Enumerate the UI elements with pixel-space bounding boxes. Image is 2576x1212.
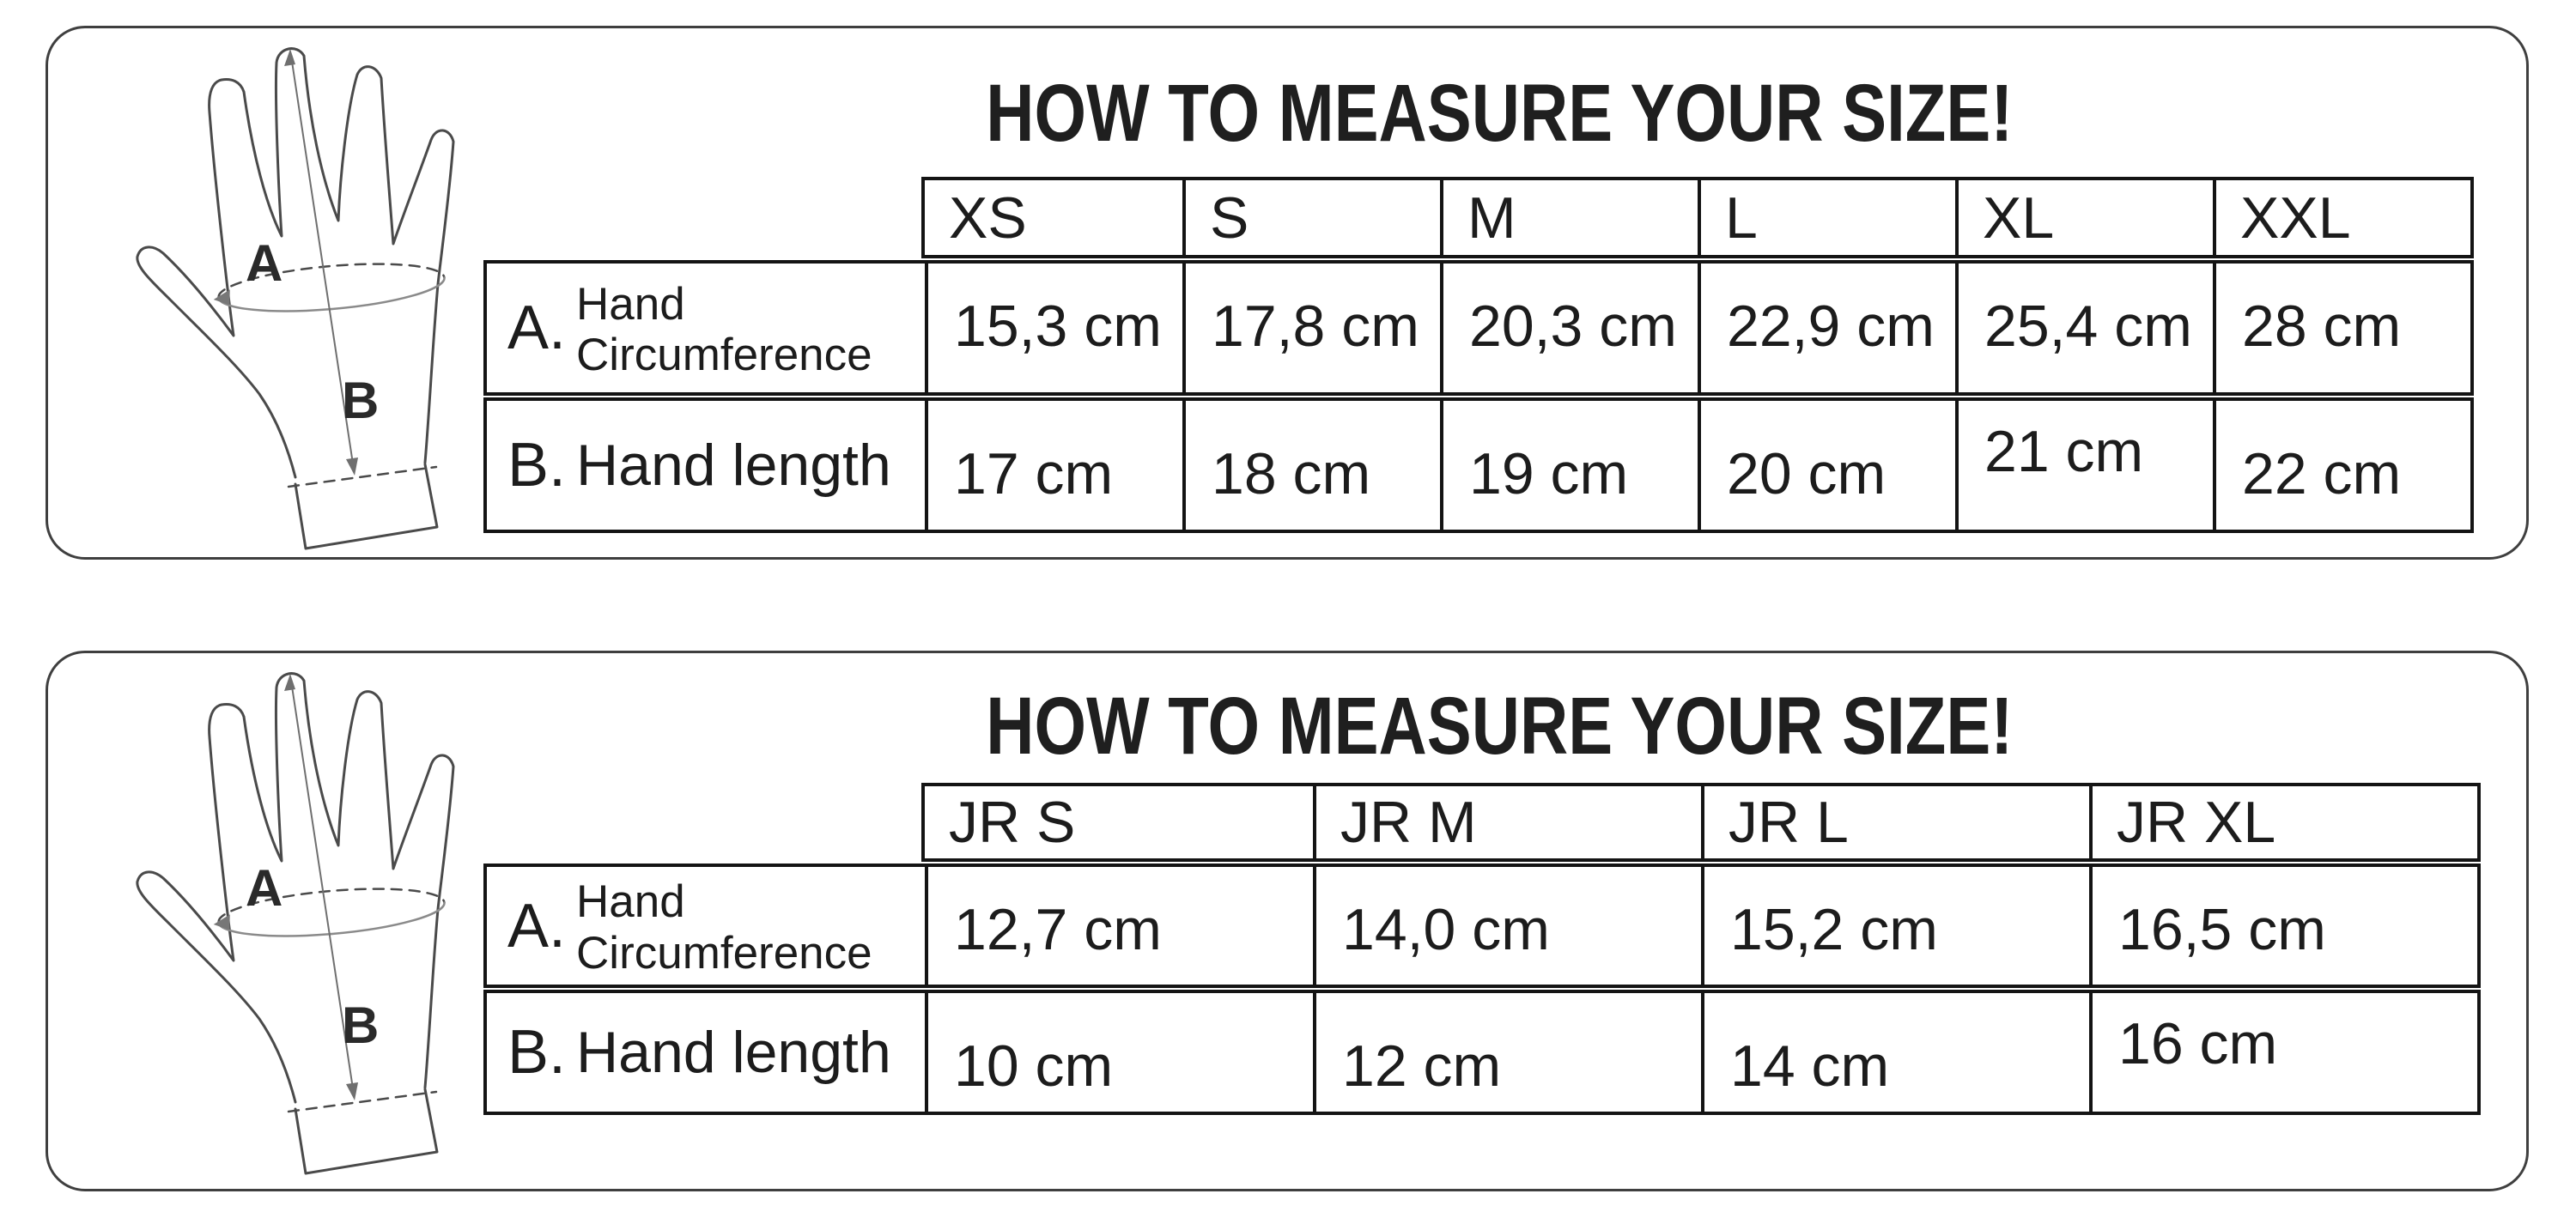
page-title: HOW TO MEASURE YOUR SIZE! — [985, 681, 2013, 772]
row-label-hand-circumference: A. Hand Circumference — [487, 867, 925, 985]
size-header-cell: JR M — [1313, 786, 1701, 858]
row-prefix: B. — [507, 1018, 567, 1087]
hand-measurement-illustration — [136, 672, 455, 1175]
size-header-cell: XXL — [2213, 180, 2470, 255]
row-label-hand-length: B. Hand length — [487, 993, 925, 1112]
circumference-value-cell: 25,4 cm — [1955, 264, 2213, 392]
size-header-cell: JR S — [925, 786, 1313, 858]
size-header-cell: XL — [1955, 180, 2213, 255]
size-header-cell: L — [1698, 180, 1955, 255]
page-title: HOW TO MEASURE YOUR SIZE! — [985, 68, 2013, 159]
size-header-cell: XS — [925, 180, 1182, 255]
row-label-line: Hand length — [576, 433, 891, 498]
length-value-cell: 14 cm — [1701, 993, 2089, 1112]
hand-measurement-illustration — [136, 47, 455, 550]
size-header-row: XS S M L XL XXL — [921, 177, 2474, 258]
circumference-value-cell: 17,8 cm — [1182, 264, 1440, 392]
length-value-cell: 21 cm — [1955, 401, 2213, 530]
row-prefix: B. — [507, 431, 567, 500]
row-prefix: A. — [507, 294, 567, 362]
length-value-cell: 12 cm — [1313, 993, 1701, 1112]
row-label-line: Circumference — [576, 927, 872, 979]
circumference-value-cell: 22,9 cm — [1698, 264, 1955, 392]
size-header-cell: JR XL — [2089, 786, 2477, 858]
length-value-cell: 22 cm — [2213, 401, 2470, 530]
length-value-cell: 10 cm — [925, 993, 1313, 1112]
size-header-cell: M — [1440, 180, 1698, 255]
row-label-line: Circumference — [576, 330, 872, 380]
circumference-value-cell: 15,3 cm — [925, 264, 1182, 392]
length-value-cell: 17 cm — [925, 401, 1182, 530]
circumference-value-cell: 20,3 cm — [1440, 264, 1698, 392]
adult-size-guide-panel: HOW TO MEASURE YOUR SIZE! XS S M L XL XX… — [46, 26, 2529, 560]
row-label-line: Hand — [576, 876, 685, 928]
size-header-cell: JR L — [1701, 786, 2089, 858]
length-value-cell: 20 cm — [1698, 401, 1955, 530]
row-label-line: Hand length — [576, 1020, 891, 1085]
circumference-value-cell: 12,7 cm — [925, 867, 1313, 985]
size-header-row: JR S JR M JR L JR XL — [921, 783, 2481, 862]
length-value-cell: 19 cm — [1440, 401, 1698, 530]
size-header-cell: S — [1182, 180, 1440, 255]
row-label-line: Hand — [576, 278, 685, 330]
junior-size-guide-panel: HOW TO MEASURE YOUR SIZE! JR S JR M JR L… — [46, 651, 2529, 1191]
circumference-value-cell: 15,2 cm — [1701, 867, 2089, 985]
hand-circumference-row: A. Hand Circumference 15,3 cm 17,8 cm 20… — [483, 260, 2474, 396]
hand-length-row: B. Hand length 17 cm 18 cm 19 cm 20 cm 2… — [483, 397, 2474, 533]
hand-circumference-row: A. Hand Circumference 12,7 cm 14,0 cm 15… — [483, 864, 2481, 988]
hand-length-row: B. Hand length 10 cm 12 cm 14 cm 16 cm — [483, 990, 2481, 1115]
row-label-hand-circumference: A. Hand Circumference — [487, 264, 925, 392]
length-value-cell: 16 cm — [2089, 993, 2477, 1112]
circumference-value-cell: 28 cm — [2213, 264, 2470, 392]
row-label-hand-length: B. Hand length — [487, 401, 925, 530]
circumference-value-cell: 16,5 cm — [2089, 867, 2477, 985]
junior-size-table: JR S JR M JR L JR XL A. Hand Circumferen… — [483, 783, 2481, 1117]
circumference-value-cell: 14,0 cm — [1313, 867, 1701, 985]
adult-size-table: XS S M L XL XXL A. Hand Circumference 15… — [483, 177, 2474, 535]
length-value-cell: 18 cm — [1182, 401, 1440, 530]
row-prefix: A. — [507, 891, 567, 961]
